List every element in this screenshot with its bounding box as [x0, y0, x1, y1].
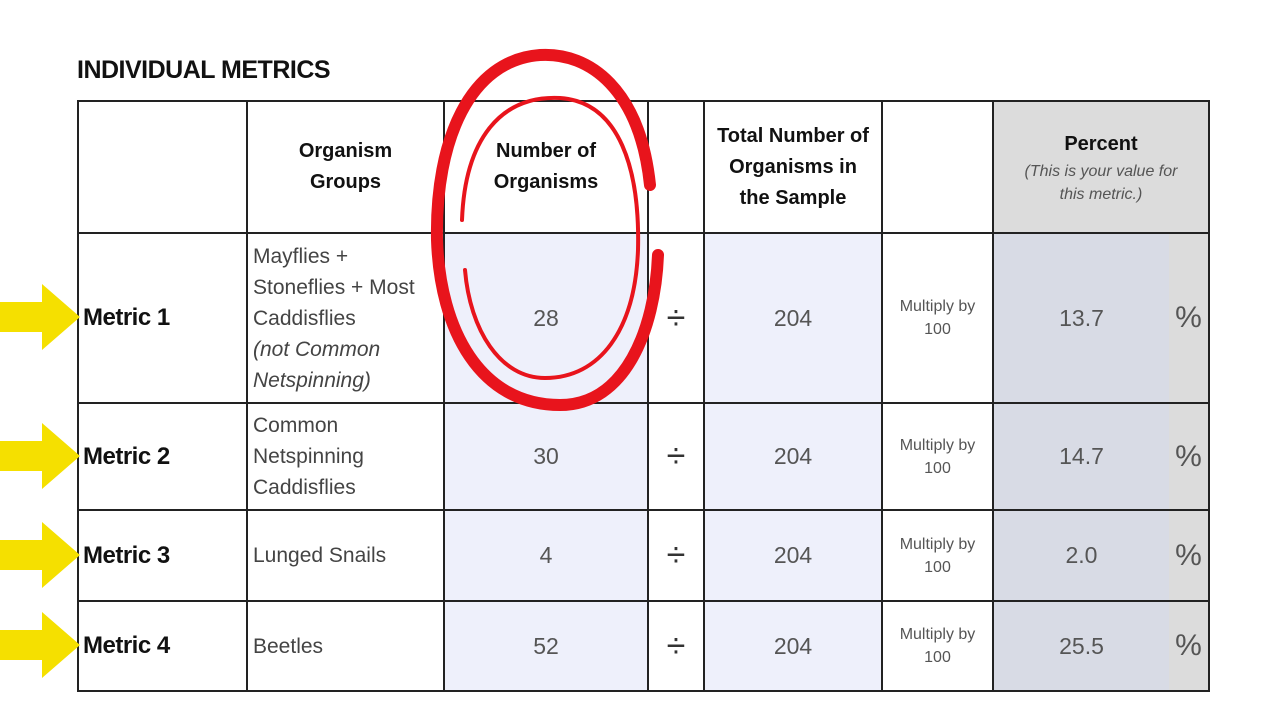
header-metric [77, 100, 248, 234]
table-row: Metric 3 Lunged Snails 4 ÷ 204 Multiply … [77, 509, 1210, 602]
total-organisms: 204 [703, 600, 883, 692]
divide-sign: ÷ [647, 232, 705, 404]
header-number: Number of Organisms [443, 100, 649, 234]
percent-sign: % [1169, 402, 1210, 511]
organism-group: Common Netspinning Caddisflies [246, 402, 445, 511]
organism-group: Lunged Snails [246, 509, 445, 602]
percent-sign: % [1169, 232, 1210, 404]
table-row: Metric 4 Beetles 52 ÷ 204 Multiply by 10… [77, 600, 1210, 692]
divide-sign: ÷ [647, 402, 705, 511]
divide-sign: ÷ [647, 509, 705, 602]
arrow-icon [0, 284, 80, 350]
header-divide [647, 100, 705, 234]
arrow-icon [0, 612, 80, 678]
percent-value: 2.0 [992, 509, 1169, 602]
total-organisms: 204 [703, 509, 883, 602]
arrow-icon [0, 522, 80, 588]
percent-sign: % [1169, 509, 1210, 602]
arrow-icon [0, 423, 80, 489]
metric-label: Metric 1 [77, 232, 248, 404]
header-row: Organism Groups Number of Organisms Tota… [77, 100, 1210, 234]
header-multiply [881, 100, 994, 234]
header-percent: Percent (This is your value for this met… [992, 100, 1210, 234]
percent-note: (This is your value for this metric.) [1024, 162, 1178, 203]
metric-label: Metric 3 [77, 509, 248, 602]
percent-value: 13.7 [992, 232, 1169, 404]
divide-sign: ÷ [647, 600, 705, 692]
header-groups: Organism Groups [246, 100, 445, 234]
percent-value: 25.5 [992, 600, 1169, 692]
metric-label: Metric 4 [77, 600, 248, 692]
table-row: Metric 2 Common Netspinning Caddisflies … [77, 402, 1210, 511]
number-of-organisms: 4 [443, 509, 649, 602]
total-organisms: 204 [703, 232, 883, 404]
multiply-label: Multiply by 100 [881, 509, 994, 602]
percent-value: 14.7 [992, 402, 1169, 511]
organism-group: Beetles [246, 600, 445, 692]
metric-label: Metric 2 [77, 402, 248, 511]
metrics-table: Organism Groups Number of Organisms Tota… [77, 100, 1210, 692]
multiply-label: Multiply by 100 [881, 402, 994, 511]
total-organisms: 204 [703, 402, 883, 511]
section-title: INDIVIDUAL METRICS [77, 56, 331, 84]
organism-group: Mayflies + Stoneflies + Most Caddisflies… [246, 232, 445, 404]
multiply-label: Multiply by 100 [881, 600, 994, 692]
number-of-organisms: 28 [443, 232, 649, 404]
number-of-organisms: 30 [443, 402, 649, 511]
number-of-organisms: 52 [443, 600, 649, 692]
table-row: Metric 1 Mayflies + Stoneflies + Most Ca… [77, 232, 1210, 404]
percent-sign: % [1169, 600, 1210, 692]
header-total: Total Number of Organisms in the Sample [703, 100, 883, 234]
multiply-label: Multiply by 100 [881, 232, 994, 404]
